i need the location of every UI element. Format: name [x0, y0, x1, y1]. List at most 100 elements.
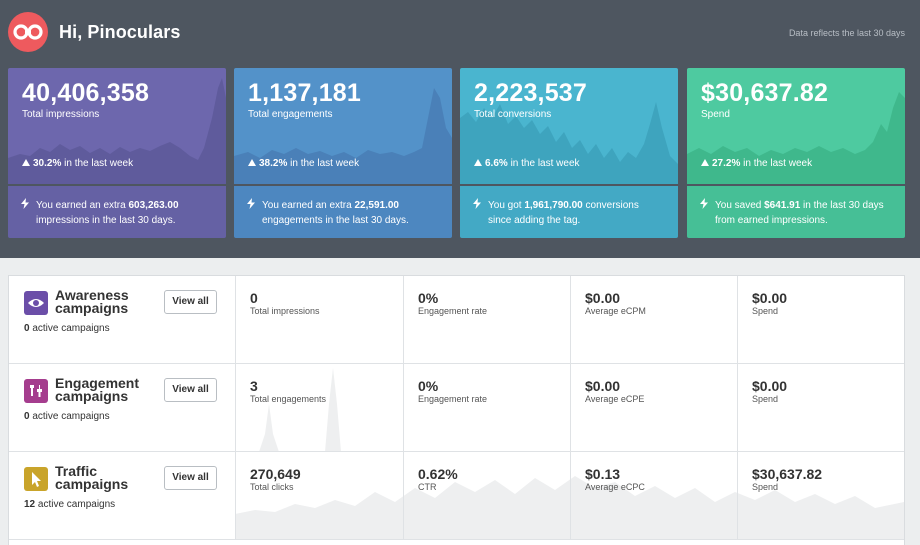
metric-label: Average eCPE — [585, 394, 645, 404]
count-value: 0 — [24, 411, 30, 422]
campaigns-panel: Awareness campaigns 0 active campaigns V… — [8, 275, 905, 545]
up-arrow-icon — [701, 159, 709, 166]
campaign-row-traffic: Traffic campaigns 12 active campaigns Vi… — [9, 452, 904, 540]
view-all-button[interactable]: View all — [164, 378, 217, 402]
campaign-row-awareness: Awareness campaigns 0 active campaigns V… — [9, 276, 904, 364]
metric-value: 0.62% — [418, 466, 458, 482]
stat-value: 2,223,537 — [474, 79, 588, 107]
metric-label: Spend — [752, 306, 779, 316]
stat-card-top: 1,137,181 Total engagements 38.2% in the… — [234, 68, 452, 184]
metric-value: $30,637.82 — [752, 466, 823, 482]
metric-value: $0.00 — [752, 290, 788, 306]
sparkline-chart — [460, 102, 678, 184]
lightning-icon — [21, 198, 29, 209]
stat-card-engagements: 1,137,181 Total engagements 38.2% in the… — [234, 68, 452, 238]
metric-cell: $0.00 Spend — [737, 276, 904, 363]
metric-label: Engagement rate — [418, 394, 488, 404]
stat-value: 1,137,181 — [248, 79, 362, 107]
count-value: 12 — [24, 499, 36, 510]
note-highlight: 603,263.00 — [128, 200, 179, 211]
up-arrow-icon — [248, 159, 256, 166]
metric-cell: 0% Engagement rate — [403, 276, 570, 363]
stat-change-suffix: in the last week — [743, 158, 813, 169]
stat-card-top: 2,223,537 Total conversions 6.6% in the … — [460, 68, 678, 184]
note-highlight: $641.91 — [764, 200, 801, 211]
campaign-row-engagement: Engagement campaigns 0 active campaigns … — [9, 364, 904, 452]
metric-label: Average eCPC — [585, 482, 645, 492]
metric-cell: $0.00 Average eCPM — [570, 276, 737, 363]
stat-change-value: 38.2% — [259, 158, 288, 169]
up-arrow-icon — [22, 159, 30, 166]
metric-cell: 270,649 Total clicks — [235, 452, 403, 539]
note-text: You earned an extra — [262, 200, 355, 211]
campaign-title: Engagement campaigns — [55, 375, 140, 404]
note-text: You saved — [715, 200, 765, 211]
stat-change: 27.2% in the last week — [701, 158, 812, 169]
metric-cell: $30,637.82 Spend — [737, 452, 904, 539]
stat-label: Total engagements — [248, 109, 333, 120]
traffic-trend-chart — [235, 476, 904, 539]
metric-label: Spend — [752, 394, 779, 404]
metric-value: 270,649 — [250, 466, 301, 482]
active-campaign-count: 12 active campaigns — [24, 499, 115, 510]
stat-change: 30.2% in the last week — [22, 158, 133, 169]
metric-value: $0.00 — [585, 290, 621, 306]
stat-value: $30,637.82 — [701, 79, 829, 107]
eye-icon — [24, 291, 48, 315]
note-text: in the last 30 days from earned impressi… — [715, 200, 884, 226]
data-range-note: Data reflects the last 30 days — [788, 28, 905, 38]
greeting-title: Hi, Pinoculars — [59, 22, 181, 42]
stat-card-note: You got 1,961,790.00 conversions since a… — [460, 186, 678, 238]
stat-card-note: You saved $641.91 in the last 30 days fr… — [687, 186, 905, 238]
note-text: engagements in the last 30 days. — [262, 215, 409, 226]
active-campaign-count: 0 active campaigns — [24, 323, 110, 334]
metric-cell: 3 Total engagements — [235, 364, 403, 451]
view-all-button[interactable]: View all — [164, 466, 217, 490]
stat-card-impressions: 40,406,358 Total impressions 30.2% in th… — [8, 68, 226, 238]
stat-card-conversions: 2,223,537 Total conversions 6.6% in the … — [460, 68, 678, 238]
lightning-icon — [247, 198, 255, 209]
note-text: conversions since adding the tag. — [488, 200, 639, 226]
metric-value: 0% — [418, 378, 439, 394]
stat-card-top: 40,406,358 Total impressions 30.2% in th… — [8, 68, 226, 184]
note-text: You earned an extra — [36, 200, 129, 211]
pinterest-logo — [8, 12, 48, 52]
metric-label: Total clicks — [250, 482, 294, 492]
metric-label: Spend — [752, 482, 779, 492]
active-campaign-count: 0 active campaigns — [24, 411, 110, 422]
metric-label: CTR — [418, 482, 437, 492]
lightning-icon — [700, 198, 708, 209]
stat-change-value: 30.2% — [33, 158, 62, 169]
metric-cell: 0 Total impressions — [235, 276, 403, 363]
stat-change-value: 27.2% — [712, 158, 741, 169]
count-suffix: active campaigns — [35, 499, 116, 510]
metric-value: $0.00 — [752, 378, 788, 394]
sparkline-chart — [687, 92, 905, 184]
binoculars-icon — [13, 24, 43, 40]
stat-card-spend: $30,637.82 Spend 27.2% in the last week … — [687, 68, 905, 238]
note-highlight: 1,961,790.00 — [524, 200, 583, 211]
metric-value: 3 — [250, 378, 258, 394]
metric-value: 0 — [250, 290, 258, 306]
stat-change: 6.6% in the last week — [474, 158, 580, 169]
count-value: 0 — [24, 323, 30, 334]
stat-change: 38.2% in the last week — [248, 158, 359, 169]
view-all-button[interactable]: View all — [164, 290, 217, 314]
metric-value: $0.00 — [585, 378, 621, 394]
sparkline-chart — [234, 88, 452, 184]
stat-card-top: $30,637.82 Spend 27.2% in the last week — [687, 68, 905, 184]
sparkline-chart — [8, 78, 226, 184]
metric-label: Total impressions — [250, 306, 320, 316]
metric-cell: 0% Engagement rate — [403, 364, 570, 451]
count-suffix: active campaigns — [29, 411, 110, 422]
metric-cell: $0.13 Average eCPC — [570, 452, 737, 539]
metric-value: $0.13 — [585, 466, 621, 482]
count-suffix: active campaigns — [29, 323, 110, 334]
note-text: impressions in the last 30 days. — [36, 215, 176, 226]
stat-card-note: You earned an extra 603,263.00 impressio… — [8, 186, 226, 238]
stat-change-value: 6.6% — [485, 158, 508, 169]
campaign-title: Awareness campaigns — [55, 287, 129, 316]
metric-cell: $0.00 Average eCPE — [570, 364, 737, 451]
pin-icon — [24, 379, 48, 403]
engagement-trend-chart — [259, 368, 341, 451]
